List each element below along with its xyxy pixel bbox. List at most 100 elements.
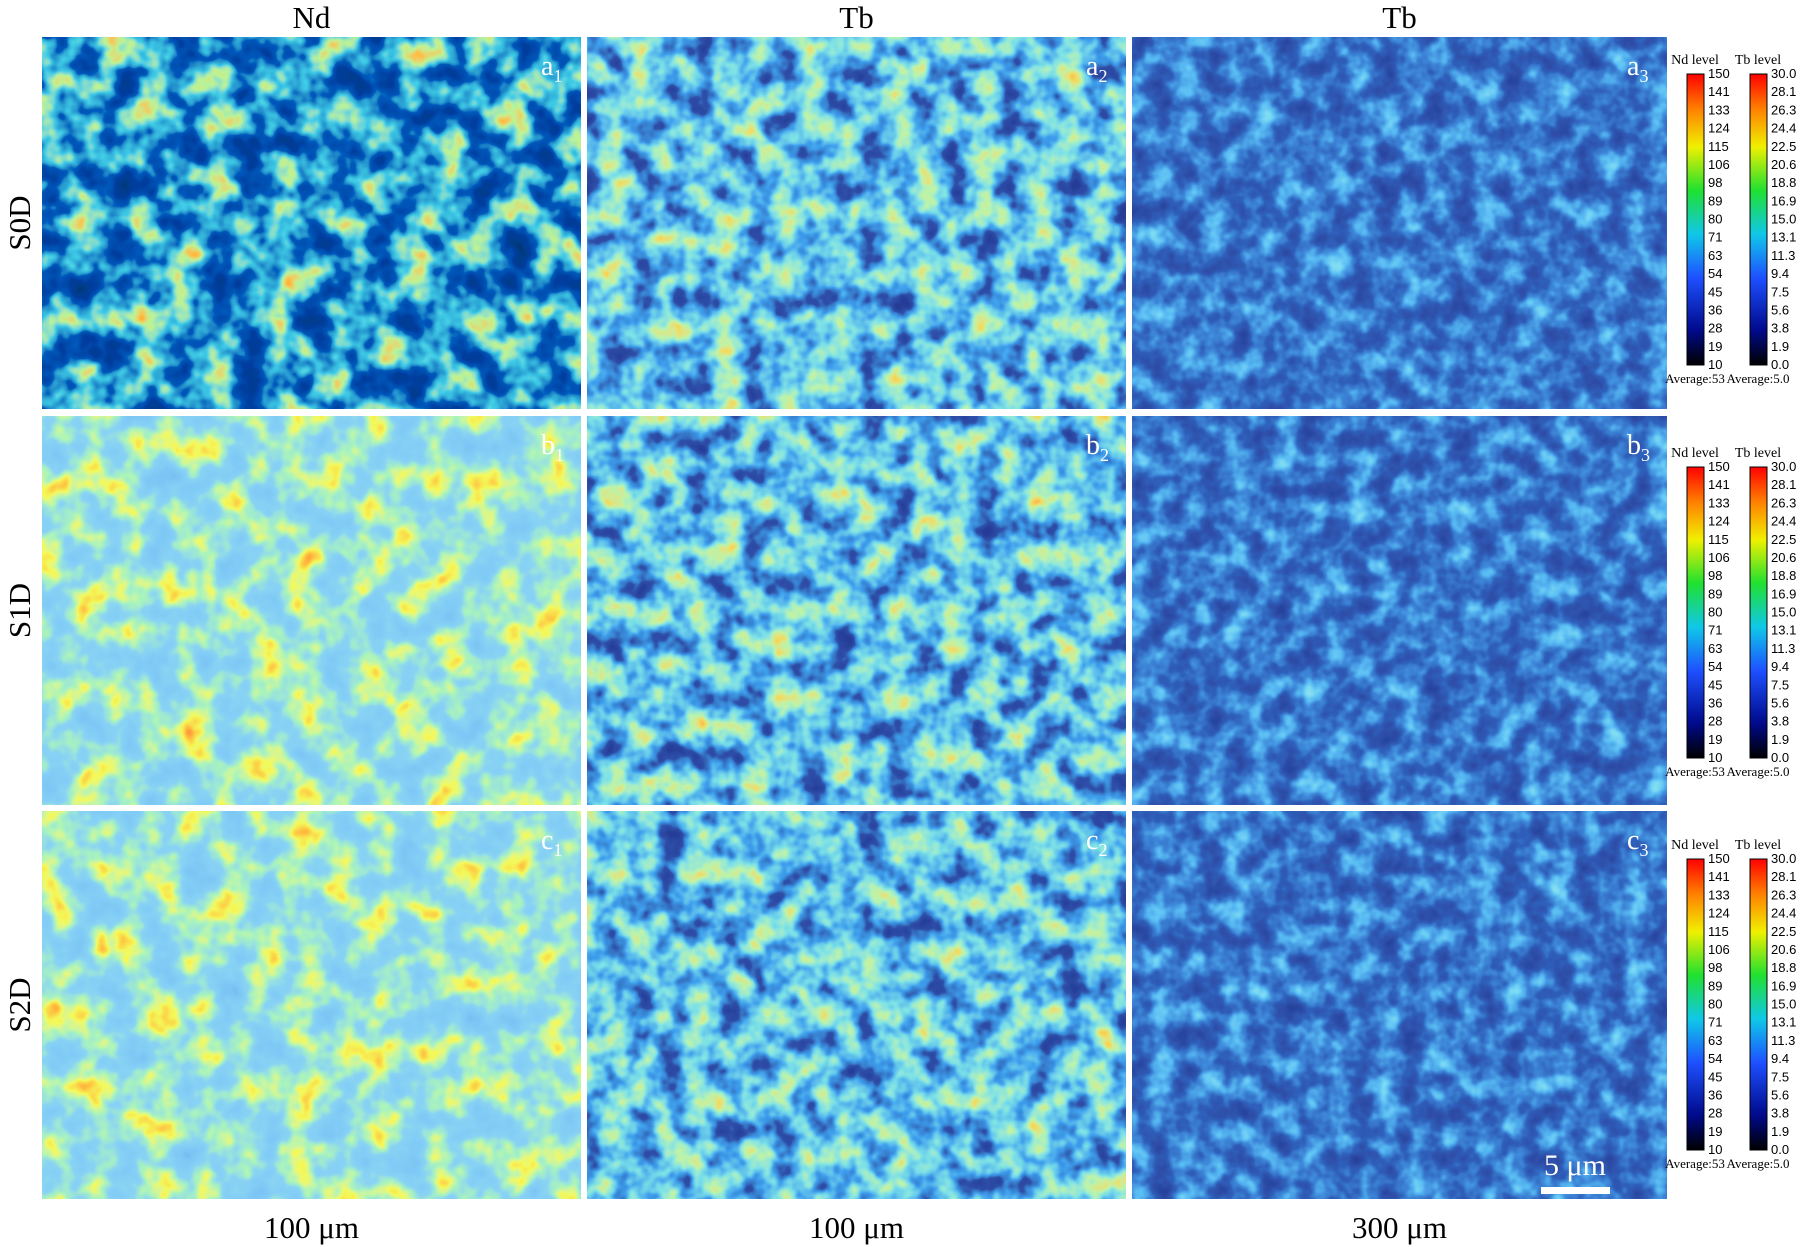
colorbar-tick-label: 16.9 bbox=[1771, 586, 1796, 601]
column-footer: 100 μm bbox=[264, 1210, 359, 1245]
panel-label: a3 bbox=[1627, 51, 1648, 86]
panel-letter: c bbox=[1086, 825, 1098, 856]
colorbar-tick-label: 150 bbox=[1708, 66, 1730, 81]
colorbar-tick-label: 45 bbox=[1708, 284, 1722, 299]
colorbar-title: Nd level bbox=[1671, 53, 1719, 68]
colorbar-tick-label: 15.0 bbox=[1771, 605, 1796, 620]
colorbar-tick-label: 63 bbox=[1708, 641, 1722, 656]
colorbar-average: Average:53 bbox=[1665, 371, 1725, 386]
colorbar-average: Average:53 bbox=[1665, 1156, 1725, 1171]
colorbar-tick-label: 54 bbox=[1708, 1051, 1722, 1066]
colorbar bbox=[1749, 466, 1768, 759]
colorbar-tick-label: 19 bbox=[1708, 339, 1722, 354]
colorbar-tick-label: 133 bbox=[1708, 495, 1730, 510]
colorbar-tick-label: 28 bbox=[1708, 714, 1722, 729]
colorbar-tick-label: 98 bbox=[1708, 175, 1722, 190]
panel-label: b2 bbox=[1086, 430, 1109, 465]
colorbar-tick-label: 30.0 bbox=[1771, 851, 1796, 866]
colorbar-tick-label: 5.6 bbox=[1771, 695, 1789, 710]
panel-subscript: 1 bbox=[553, 66, 562, 86]
colorbar bbox=[1686, 73, 1705, 366]
colorbar-tick-label: 45 bbox=[1708, 677, 1722, 692]
colorbar-tick-label: 115 bbox=[1708, 139, 1729, 154]
colorbar-tick-label: 106 bbox=[1708, 157, 1730, 172]
colorbar-tick-label: 11.3 bbox=[1771, 641, 1795, 656]
colorbar-tick-label: 15.0 bbox=[1771, 997, 1796, 1012]
colorbar-tick-label: 30.0 bbox=[1771, 66, 1796, 81]
colorbar-tick-label: 28.1 bbox=[1771, 477, 1796, 492]
colorbar-tick-label: 124 bbox=[1708, 514, 1730, 529]
row-label: S0D bbox=[2, 195, 37, 250]
column-footer: 100 μm bbox=[809, 1210, 904, 1245]
colorbar-tick-label: 10 bbox=[1708, 1142, 1722, 1157]
panel-label: c1 bbox=[541, 825, 562, 860]
colorbar-tick-label: 19 bbox=[1708, 1124, 1722, 1139]
colorbar-tick-label: 26.3 bbox=[1771, 495, 1796, 510]
colorbar-tick-label: 1.9 bbox=[1771, 1124, 1789, 1139]
panel-letter: c bbox=[1627, 825, 1639, 856]
colorbar-tick-label: 24.4 bbox=[1771, 906, 1796, 921]
colorbar-tick-label: 54 bbox=[1708, 266, 1722, 281]
panel-letter: a bbox=[1086, 51, 1099, 82]
panel-letter: b bbox=[1086, 430, 1100, 461]
colorbar-tick-label: 20.6 bbox=[1771, 942, 1796, 957]
colorbar-tick-label: 80 bbox=[1708, 212, 1722, 227]
colorbar-tick-label: 0.0 bbox=[1771, 750, 1789, 765]
scale-bar bbox=[1541, 1187, 1610, 1194]
colorbar-tick-label: 28 bbox=[1708, 321, 1722, 336]
colorbar-tick-label: 3.8 bbox=[1771, 714, 1789, 729]
colorbar-tick-label: 3.8 bbox=[1771, 1106, 1789, 1121]
panel-label: b1 bbox=[541, 430, 564, 465]
colorbar-tick-label: 26.3 bbox=[1771, 887, 1796, 902]
colorbar-tick-label: 89 bbox=[1708, 193, 1722, 208]
colorbar-average: Average:5.0 bbox=[1727, 764, 1790, 779]
panel-label: a2 bbox=[1086, 51, 1107, 86]
colorbar-tick-label: 7.5 bbox=[1771, 677, 1789, 692]
panel-label: c3 bbox=[1627, 825, 1648, 860]
colorbar-tick-label: 141 bbox=[1708, 477, 1730, 492]
colorbar-tick-label: 16.9 bbox=[1771, 978, 1796, 993]
colorbar-tick-label: 24.4 bbox=[1771, 514, 1796, 529]
map-panel bbox=[1132, 416, 1667, 805]
colorbar-title: Tb level bbox=[1735, 838, 1781, 853]
colorbar-tick-label: 30.0 bbox=[1771, 459, 1796, 474]
colorbar-tick-label: 9.4 bbox=[1771, 266, 1789, 281]
colorbar-tick-label: 7.5 bbox=[1771, 1069, 1789, 1084]
colorbar-tick-label: 36 bbox=[1708, 695, 1722, 710]
colorbar-tick-label: 5.6 bbox=[1771, 1087, 1789, 1102]
colorbar-tick-label: 22.5 bbox=[1771, 139, 1796, 154]
colorbar-tick-label: 71 bbox=[1708, 230, 1722, 245]
colorbar-tick-label: 133 bbox=[1708, 887, 1730, 902]
colorbar-tick-label: 141 bbox=[1708, 869, 1730, 884]
map-panel bbox=[42, 811, 581, 1199]
colorbar bbox=[1686, 466, 1705, 759]
panel-subscript: 3 bbox=[1641, 445, 1650, 465]
panel-letter: a bbox=[1627, 51, 1640, 82]
colorbar-tick-label: 150 bbox=[1708, 851, 1730, 866]
colorbar-tick-label: 115 bbox=[1708, 924, 1729, 939]
colorbar-tick-label: 36 bbox=[1708, 302, 1722, 317]
colorbar bbox=[1749, 858, 1768, 1151]
colorbar-tick-label: 13.1 bbox=[1771, 1015, 1796, 1030]
colorbar-tick-label: 13.1 bbox=[1771, 230, 1796, 245]
colorbar-tick-label: 36 bbox=[1708, 1087, 1722, 1102]
colorbar-tick-label: 71 bbox=[1708, 1015, 1722, 1030]
colorbar-tick-label: 106 bbox=[1708, 942, 1730, 957]
colorbar-tick-label: 11.3 bbox=[1771, 248, 1795, 263]
colorbar-tick-label: 9.4 bbox=[1771, 659, 1789, 674]
colorbar-tick-label: 45 bbox=[1708, 1069, 1722, 1084]
colorbar-tick-label: 3.8 bbox=[1771, 321, 1789, 336]
row-label: S1D bbox=[2, 583, 37, 638]
map-panel bbox=[1132, 37, 1667, 409]
panel-label: b3 bbox=[1627, 430, 1650, 465]
colorbar-tick-label: 22.5 bbox=[1771, 532, 1796, 547]
colorbar-tick-label: 18.8 bbox=[1771, 568, 1796, 583]
colorbar-tick-label: 19 bbox=[1708, 732, 1722, 747]
colorbar-title: Nd level bbox=[1671, 838, 1719, 853]
colorbar-title: Tb level bbox=[1735, 53, 1781, 68]
colorbar-tick-label: 20.6 bbox=[1771, 157, 1796, 172]
map-panel bbox=[587, 811, 1126, 1199]
colorbar-tick-label: 63 bbox=[1708, 248, 1722, 263]
colorbar-tick-label: 1.9 bbox=[1771, 339, 1789, 354]
